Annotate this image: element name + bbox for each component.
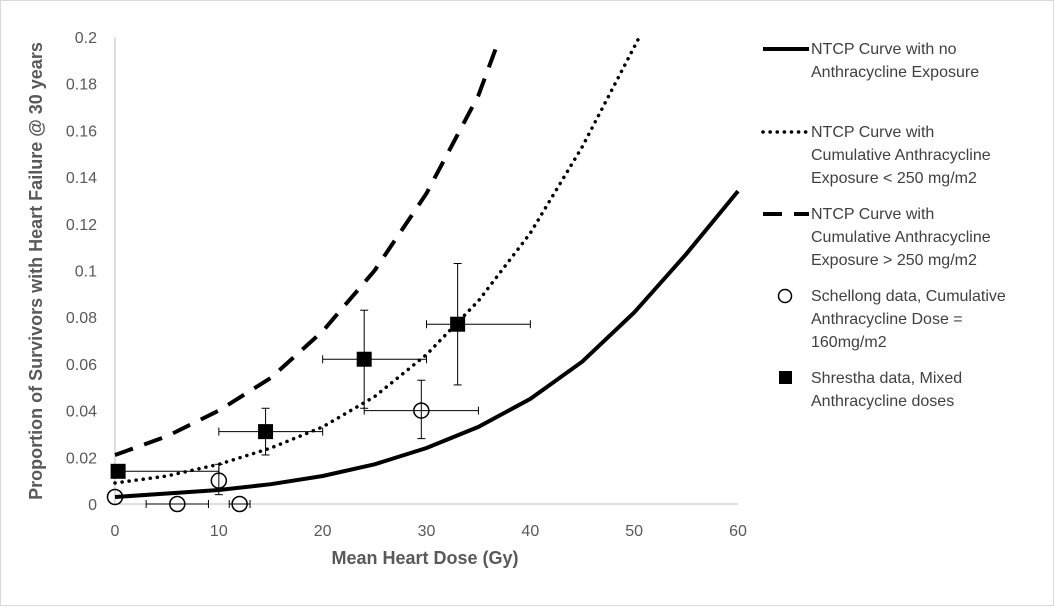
shrestha-point-2 <box>218 407 324 456</box>
plot-area: 0 0.02 0.04 0.06 0.08 0.1 0.12 0.14 0.16 0.18 0.2 0… <box>66 30 747 540</box>
shrestha-point-1 <box>110 463 220 479</box>
legend-label: NTCP Curve with <box>811 124 934 141</box>
schellong-point-2 <box>145 495 209 513</box>
y-tick-label: 0.04 <box>66 404 97 421</box>
x-tick-label: 60 <box>729 523 747 540</box>
legend-label: Shrestha data, Mixed <box>811 370 962 387</box>
y-tick-label: 0.02 <box>66 450 97 467</box>
filled-square-marker <box>110 463 126 479</box>
y-tick-label: 0.18 <box>66 77 97 94</box>
y-tick-label: 0.14 <box>66 170 97 187</box>
x-tick-label: 40 <box>521 523 539 540</box>
y-tick-label: 0.1 <box>75 264 97 281</box>
x-axis-title: Mean Heart Dose (Gy) <box>331 548 518 568</box>
schellong-point-4 <box>228 495 251 513</box>
legend-label: Schellong data, Cumulative <box>811 288 1006 305</box>
legend-item-5: Shrestha data, Mixed Anthracycline doses <box>779 370 962 410</box>
y-tick-label: 0 <box>88 497 97 514</box>
y-tick-label: 0.12 <box>66 217 97 234</box>
y-tick-label: 0.2 <box>75 30 97 47</box>
legend-label: 160mg/m2 <box>811 334 887 351</box>
legend-label: Anthracycline Exposure <box>811 64 979 81</box>
filled-square-marker <box>450 316 466 332</box>
legend-label: Cumulative Anthracycline <box>811 229 991 246</box>
y-tick-label: 0.08 <box>66 310 97 327</box>
series-line-1 <box>114 189 740 499</box>
open-circle-marker <box>106 488 124 506</box>
shrestha-point-3 <box>322 309 427 409</box>
legend-label: Anthracycline Dose = <box>811 311 963 328</box>
open-circle-marker <box>169 495 186 513</box>
series-line-2 <box>113 35 642 485</box>
legend-item-2: NTCP Curve with Cumulative Anthracycline E… <box>761 124 991 187</box>
legend: NTCP Curve with no Anthracycline Exposure… <box>761 41 1006 410</box>
shrestha-point-4 <box>426 262 531 386</box>
legend-label: NTCP Curve with no <box>811 41 957 58</box>
y-axis-title: Proportion of Survivors with Heart Failu… <box>26 42 46 500</box>
y-tick-label: 0.16 <box>66 123 97 140</box>
x-tick-label: 50 <box>625 523 643 540</box>
legend-label: NTCP Curve with <box>811 206 934 223</box>
x-tick-label: 20 <box>314 523 332 540</box>
legend-swatch <box>777 288 793 304</box>
open-circle-marker <box>413 402 430 419</box>
legend-item-4: Schellong data, Cumulative Anthracycline … <box>777 288 1006 351</box>
legend-item-1: NTCP Curve with no Anthracycline Exposure <box>763 41 979 81</box>
legend-label: Exposure > 250 mg/m2 <box>811 252 977 269</box>
filled-square-marker <box>356 351 372 367</box>
legend-item-3: NTCP Curve with Cumulative Anthracycline E… <box>763 206 991 269</box>
legend-swatch <box>779 371 792 384</box>
legend-label: Cumulative Anthracycline <box>811 147 991 164</box>
series-line-3 <box>114 38 502 457</box>
schellong-point-1 <box>106 488 124 506</box>
x-tick-label: 30 <box>418 523 436 540</box>
schellong-point-5 <box>363 379 479 440</box>
x-tick-label: 0 <box>111 523 120 540</box>
filled-square-marker <box>258 424 274 440</box>
open-circle-marker <box>231 495 248 513</box>
legend-label: Anthracycline doses <box>811 393 954 410</box>
y-tick-label: 0.06 <box>66 357 97 374</box>
x-tick-label: 10 <box>210 523 228 540</box>
legend-label: Exposure < 250 mg/m2 <box>811 170 977 187</box>
